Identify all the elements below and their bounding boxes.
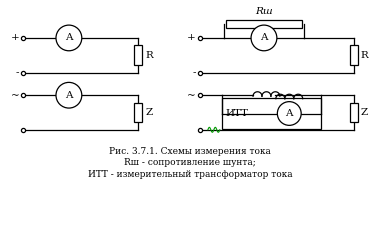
Text: Rш: Rш	[255, 7, 273, 16]
Circle shape	[56, 25, 82, 51]
Bar	[226, 20, 302, 28]
Text: ~: ~	[187, 91, 196, 100]
Circle shape	[251, 25, 277, 51]
Circle shape	[277, 102, 301, 125]
Text: Z: Z	[145, 108, 153, 117]
Circle shape	[56, 82, 82, 108]
Text: Z: Z	[361, 108, 368, 117]
Text: ИТТ: ИТТ	[226, 109, 249, 118]
Text: A: A	[285, 109, 293, 118]
Text: +: +	[187, 33, 196, 42]
Text: ~: ~	[11, 91, 19, 100]
Text: Rш - сопротивление шунта;: Rш - сопротивление шунта;	[124, 158, 256, 168]
Text: -: -	[16, 68, 19, 77]
Bar	[135, 103, 142, 122]
Bar	[135, 45, 142, 65]
Text: A: A	[260, 33, 268, 42]
Text: A: A	[65, 33, 73, 42]
Bar	[350, 103, 358, 122]
Bar	[350, 45, 358, 65]
Text: -: -	[192, 68, 196, 77]
Text: R: R	[361, 51, 369, 60]
Bar	[222, 98, 321, 129]
Text: R: R	[145, 51, 153, 60]
Text: A: A	[65, 91, 73, 100]
Text: ИТТ - измерительный трансформатор тока: ИТТ - измерительный трансформатор тока	[88, 170, 292, 179]
Text: Рис. 3.7.1. Схемы измерения тока: Рис. 3.7.1. Схемы измерения тока	[109, 147, 271, 155]
Text: +: +	[11, 33, 19, 42]
